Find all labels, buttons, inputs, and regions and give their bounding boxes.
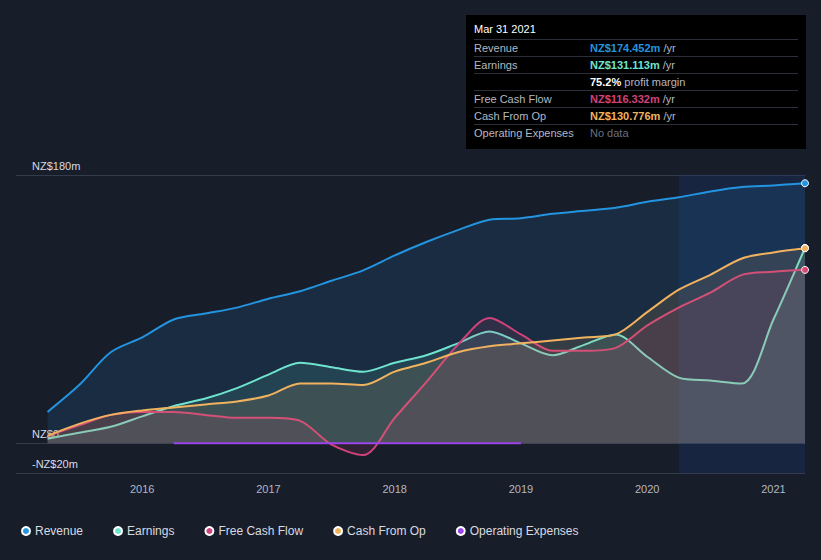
html-text:75.2% profit margin: 75.2% profit margin — [590, 76, 686, 88]
svg-text:2016: 2016 — [130, 483, 154, 495]
svg-text:2018: 2018 — [382, 483, 406, 495]
svg-text:Operating Expenses: Operating Expenses — [470, 524, 579, 538]
svg-text:NZ$180m: NZ$180m — [32, 160, 80, 172]
html-text:Mar 31 2021: Mar 31 2021 — [474, 23, 536, 35]
html-text:Operating Expenses: Operating Expenses — [474, 127, 574, 139]
html-text:Cash From Op: Cash From Op — [474, 110, 547, 122]
svg-text:Earnings: Earnings — [127, 524, 174, 538]
html-text:Revenue: Revenue — [474, 42, 518, 54]
svg-text:Revenue: Revenue — [35, 524, 83, 538]
svg-text:2021: 2021 — [761, 483, 785, 495]
svg-text:2017: 2017 — [256, 483, 280, 495]
html-text:NZ$116.332m /yr: NZ$116.332m /yr — [590, 93, 675, 105]
svg-text:NZ$0: NZ$0 — [32, 427, 59, 440]
html-text:NZ$130.776m /yr: NZ$130.776m /yr — [590, 110, 676, 122]
svg-text:Free Cash Flow: Free Cash Flow — [218, 524, 303, 538]
html-text:NZ$131.113m /yr: NZ$131.113m /yr — [590, 59, 675, 71]
html-text:NZ$174.452m /yr: NZ$174.452m /yr — [590, 42, 676, 54]
svg-text:Cash From Op: Cash From Op — [347, 524, 426, 538]
html-text:Earnings: Earnings — [474, 59, 518, 71]
svg-text:-NZ$20m: -NZ$20m — [32, 458, 78, 470]
html-text:Free Cash Flow: Free Cash Flow — [474, 93, 552, 105]
svg-text:2020: 2020 — [635, 483, 659, 495]
html-text:No data: No data — [590, 127, 629, 139]
svg-text:2019: 2019 — [509, 483, 533, 495]
